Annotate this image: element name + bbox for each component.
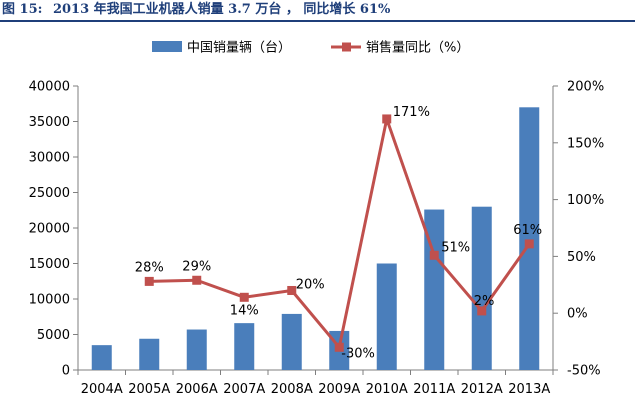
point-2011A (429, 250, 439, 260)
bar-2004A (91, 345, 112, 370)
x-tick-label: 2012A (461, 382, 503, 397)
right-y-tick-label: 200% (567, 80, 604, 95)
bar-2008A (281, 313, 302, 370)
left-y-tick-label: 20000 (29, 222, 70, 237)
x-tick-label: 2008A (271, 382, 313, 397)
data-label-2010A: 171% (393, 105, 430, 120)
point-2006A (192, 275, 202, 285)
data-label-2013A: 61% (513, 223, 542, 238)
legend-swatch-sales-volume (152, 41, 182, 52)
data-label-2007A: 14% (230, 303, 259, 318)
x-tick-label: 2007A (223, 382, 265, 397)
left-y-tick-label: 5000 (37, 328, 70, 343)
left-y-tick-label: 35000 (29, 115, 70, 130)
left-y-tick-label: 10000 (29, 293, 70, 308)
left-y-tick-label: 25000 (29, 186, 70, 201)
data-label-2012A: 2% (474, 294, 495, 309)
point-2012A (477, 306, 487, 316)
left-y-tick-label: 15000 (29, 257, 70, 272)
x-tick-label: 2006A (176, 382, 218, 397)
legend-label-yoy-growth: 销售量同比（%） (366, 40, 469, 56)
data-label-2006A: 29% (182, 259, 211, 274)
point-2005A (144, 276, 154, 286)
data-label-2008A: 20% (296, 277, 325, 292)
data-label-2011A: 51% (441, 240, 470, 255)
right-y-tick-label: -50% (567, 364, 601, 379)
x-tick-label: 2013A (508, 382, 550, 397)
legend-label-sales-volume: 中国销量辆（台） (187, 41, 291, 56)
legend-marker-yoy-growth (342, 42, 351, 52)
bar-2006A (186, 329, 207, 370)
data-label-2005A: 28% (135, 260, 164, 275)
x-tick-label: 2004A (81, 382, 123, 397)
bar-2007A (234, 323, 255, 370)
point-2008A (287, 285, 297, 295)
bar-2005A (139, 338, 160, 370)
bar-2013A (519, 107, 540, 371)
point-2013A (524, 239, 534, 249)
bar-2011A (424, 209, 445, 370)
right-y-tick-label: 150% (567, 136, 604, 151)
x-tick-label: 2011A (413, 382, 455, 397)
point-2010A (382, 114, 392, 124)
figure-label: 图 15: (2, 2, 43, 17)
figure-title: 图 15: 2013 年我国工业机器人销量 3.7 万台 ， 同比增长 61% (0, 0, 635, 22)
right-y-tick-label: 0% (567, 307, 588, 322)
x-tick-label: 2010A (366, 382, 408, 397)
point-2007A (239, 292, 249, 302)
x-tick-label: 2005A (128, 382, 170, 397)
right-y-tick-label: 50% (567, 250, 596, 265)
left-y-tick-label: 40000 (29, 80, 70, 95)
point-2009A (334, 342, 344, 352)
left-y-tick-label: 30000 (29, 151, 70, 166)
left-y-tick-label: 0 (62, 364, 70, 379)
bar-2010A (376, 263, 397, 370)
right-y-tick-label: 100% (567, 193, 604, 208)
x-tick-label: 2009A (318, 382, 360, 397)
bar-2012A (471, 206, 492, 370)
figure-caption: 2013 年我国工业机器人销量 3.7 万台 ， 同比增长 61% (52, 2, 391, 17)
data-label-2009A: -30% (341, 346, 375, 361)
